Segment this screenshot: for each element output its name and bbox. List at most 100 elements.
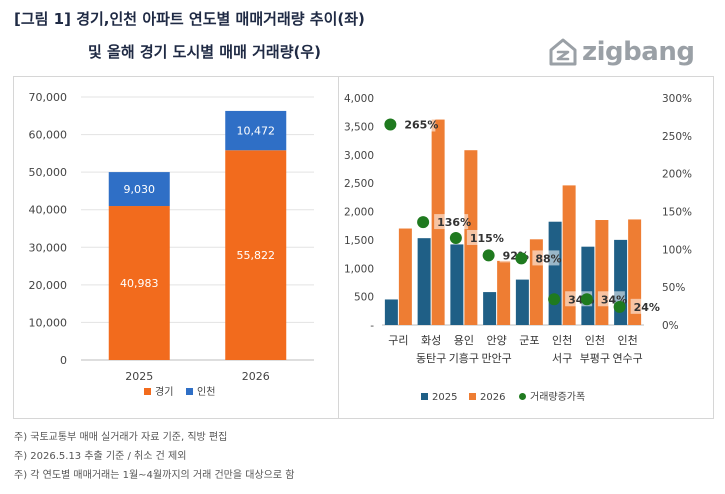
growth-label: 136% bbox=[437, 216, 471, 229]
y2-tick-label: 100% bbox=[662, 244, 692, 256]
data-label: 10,472 bbox=[237, 125, 276, 138]
legend-label: 2026 bbox=[480, 392, 505, 403]
y-tick-label: 500 bbox=[354, 292, 374, 304]
y-tick-label: 0 bbox=[60, 354, 67, 367]
y-tick-label: 70,000 bbox=[29, 91, 68, 104]
y-tick-label: 50,000 bbox=[29, 166, 68, 179]
legend-label: 거래량증가폭 bbox=[530, 391, 585, 403]
x-tick-label: 안양 bbox=[487, 334, 507, 347]
x-tick-sublabel: 만안구 bbox=[481, 352, 511, 365]
legend-swatch bbox=[421, 393, 428, 400]
zigbang-logo-icon bbox=[549, 38, 577, 66]
y-tick-label: 20,000 bbox=[29, 279, 68, 292]
y2-tick-label: 50% bbox=[662, 282, 685, 294]
y-tick-label: 10,000 bbox=[29, 316, 68, 329]
y2-tick-label: 150% bbox=[662, 207, 692, 219]
legend-label: 2025 bbox=[432, 392, 457, 403]
footnote: 주) 국토교통부 매매 실거래가 자료 기준, 직방 편집 bbox=[14, 432, 228, 443]
growth-point bbox=[548, 293, 561, 306]
footnote: 주) 각 연도별 매매거래는 1월~4월까지의 거래 건만을 대상으로 함 bbox=[14, 470, 295, 481]
bar-segment bbox=[108, 172, 170, 207]
legend-swatch bbox=[186, 388, 193, 395]
y-tick-label: 3,000 bbox=[344, 150, 374, 162]
legend-label: 인천 bbox=[197, 386, 215, 398]
growth-label-bg bbox=[466, 229, 501, 245]
data-label: 40,983 bbox=[120, 277, 159, 290]
growth-label: 24% bbox=[634, 301, 660, 314]
y2-tick-label: 0% bbox=[662, 320, 679, 332]
growth-label-bg bbox=[401, 116, 436, 132]
brand-logo: zigbang bbox=[548, 36, 695, 68]
growth-label: 115% bbox=[470, 232, 504, 245]
y2-tick-label: 200% bbox=[662, 169, 692, 181]
y2-tick-label: 300% bbox=[662, 93, 692, 105]
y-tick-label: 4,000 bbox=[344, 93, 374, 105]
y-tick-label: 2,500 bbox=[344, 178, 374, 190]
y-tick-label: 40,000 bbox=[29, 204, 68, 217]
footnotes: 주) 국토교통부 매매 실거래가 자료 기준, 직방 편집 주) 2026.5.… bbox=[14, 428, 294, 485]
growth-point bbox=[449, 231, 462, 244]
x-tick-label: 2025 bbox=[125, 370, 153, 383]
x-tick-label: 구리 bbox=[388, 334, 408, 347]
bar bbox=[595, 220, 609, 325]
x-tick-label: 용인 bbox=[454, 334, 474, 347]
bar bbox=[515, 279, 529, 325]
logo-text: zigbang bbox=[582, 37, 695, 67]
city-combo-chart: - 500 1,000 1,500 2,000 2,500 3,000 3,500 4,000 0… bbox=[344, 93, 692, 403]
y2-tick-label: 250% bbox=[662, 131, 692, 143]
data-label: 55,822 bbox=[237, 249, 276, 262]
x-tick-label: 인천 bbox=[585, 333, 605, 347]
growth-label-bg bbox=[434, 214, 469, 230]
bar bbox=[483, 292, 497, 325]
legend-swatch bbox=[469, 393, 476, 400]
legend-swatch bbox=[144, 388, 151, 395]
x-tick-label: 인천 bbox=[552, 333, 572, 347]
bar-segment bbox=[225, 110, 287, 151]
growth-point bbox=[384, 118, 397, 131]
stacked-bar-chart: 0 10,000 20,000 30,000 40,000 50,000 60,000 70,… bbox=[29, 91, 314, 398]
bar-segment bbox=[225, 150, 287, 360]
page-title: [그림 1] 경기,인천 아파트 연도별 매매거래량 추이(좌) bbox=[14, 10, 365, 28]
left-chart-panel: 0 10,000 20,000 30,000 40,000 50,000 60,000 70,… bbox=[13, 76, 339, 419]
bar bbox=[548, 221, 562, 325]
right-chart-panel: - 500 1,000 1,500 2,000 2,500 3,000 3,500 4,000 0… bbox=[338, 76, 714, 419]
x-tick-label: 화성 bbox=[421, 334, 441, 347]
y-tick-label: 2,000 bbox=[344, 207, 374, 219]
bar bbox=[450, 244, 464, 325]
x-tick-sublabel: 부평구 bbox=[580, 352, 610, 365]
growth-point bbox=[515, 252, 528, 265]
x-tick-sublabel: 기흥구 bbox=[449, 351, 479, 365]
bar bbox=[417, 238, 431, 325]
bar-segment bbox=[108, 206, 170, 360]
x-tick-label: 2026 bbox=[242, 370, 270, 383]
x-tick-label: 인천 bbox=[618, 333, 638, 347]
bar bbox=[384, 299, 398, 325]
growth-label: 88% bbox=[535, 252, 561, 265]
x-tick-sublabel: 동탄구 bbox=[416, 352, 446, 365]
x-tick-sublabel: 연수구 bbox=[612, 352, 642, 365]
growth-label: 265% bbox=[404, 118, 438, 131]
growth-label-bg bbox=[630, 298, 658, 314]
growth-label-bg bbox=[532, 250, 560, 266]
growth-point bbox=[482, 249, 495, 262]
data-label: 9,030 bbox=[124, 183, 156, 196]
growth-point bbox=[580, 293, 593, 306]
y-tick-label: 1,500 bbox=[344, 235, 374, 247]
bar bbox=[562, 185, 576, 325]
legend-marker bbox=[519, 393, 526, 400]
x-tick-sublabel: 서구 bbox=[552, 352, 572, 365]
y-tick-label: - bbox=[370, 320, 374, 332]
y-tick-label: 60,000 bbox=[29, 129, 68, 142]
bar bbox=[497, 260, 511, 325]
footnote: 주) 2026.5.13 추출 기준 / 취소 건 제외 bbox=[14, 451, 187, 462]
y-tick-label: 3,500 bbox=[344, 121, 374, 133]
x-tick-label: 군포 bbox=[519, 334, 539, 347]
page-subtitle: 및 올해 경기 도시별 매매 거래량(우) bbox=[88, 43, 322, 61]
growth-point bbox=[417, 216, 430, 229]
bar bbox=[398, 228, 412, 325]
legend-label: 경기 bbox=[155, 385, 173, 398]
bar bbox=[581, 246, 595, 325]
growth-point bbox=[613, 300, 626, 313]
y-tick-label: 30,000 bbox=[29, 241, 68, 254]
bar bbox=[628, 219, 642, 325]
